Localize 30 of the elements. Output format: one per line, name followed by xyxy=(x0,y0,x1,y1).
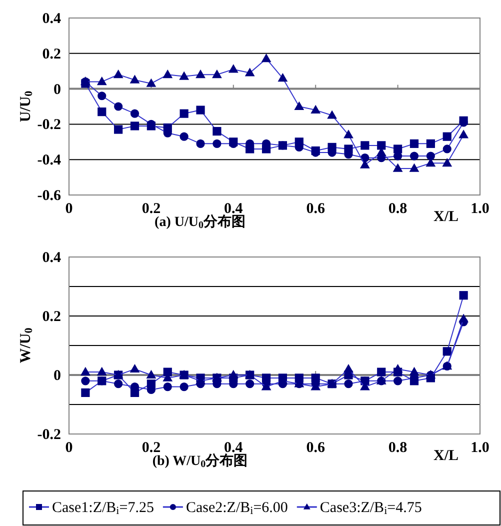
y-tick-label: 0 xyxy=(54,82,61,98)
y-tick-label: 0.4 xyxy=(42,250,62,266)
x-tick-label: 0.8 xyxy=(388,201,408,217)
legend-item: Case1:Z/B$_{i}$=7.25 xyxy=(29,500,154,518)
x-tick-label: 0.8 xyxy=(388,440,408,456)
y-tick-label: 0.2 xyxy=(42,309,61,325)
y-tick-label: -0.2 xyxy=(37,427,61,443)
legend-item: Case3:Z/B$_{i}$=4.75 xyxy=(296,500,422,518)
y-tick-label: 0.2 xyxy=(42,46,61,62)
y-tick-label: -0.6 xyxy=(37,188,62,204)
y-tick-label: -0.2 xyxy=(37,117,61,134)
x-tick-label: 0.6 xyxy=(306,440,326,456)
legend-label: Case3:Z/B$_{i}$=4.75 xyxy=(320,500,422,518)
text: (a) U/U$_{0}$分布图 xyxy=(154,214,246,231)
x-tick-label: 0.6 xyxy=(306,201,326,217)
x-axis-title: X/L xyxy=(433,448,459,464)
x-tick-label: 1.0 xyxy=(470,201,490,217)
x-tick-label: 0 xyxy=(65,440,73,456)
text: (b) W/U$_{0}$分布图 xyxy=(152,453,248,470)
x-tick-label: 0 xyxy=(65,201,73,217)
legend-label: Case2:Z/B$_{i}$=6.00 xyxy=(186,500,288,518)
legend-label: Case1:Z/B$_{i}$=7.25 xyxy=(52,500,154,518)
x-axis-title: X/L xyxy=(433,209,459,225)
y-tick-label: 0 xyxy=(54,368,61,384)
x-tick-label: 1.0 xyxy=(470,440,490,456)
x-tick-label: 0.2 xyxy=(142,440,161,456)
x-tick-label: 0.2 xyxy=(142,201,161,217)
y-tick-label: 0.4 xyxy=(42,11,62,27)
y-tick-label: -0.4 xyxy=(37,152,62,169)
legend-item: Case2:Z/B$_{i}$=6.00 xyxy=(162,500,288,518)
